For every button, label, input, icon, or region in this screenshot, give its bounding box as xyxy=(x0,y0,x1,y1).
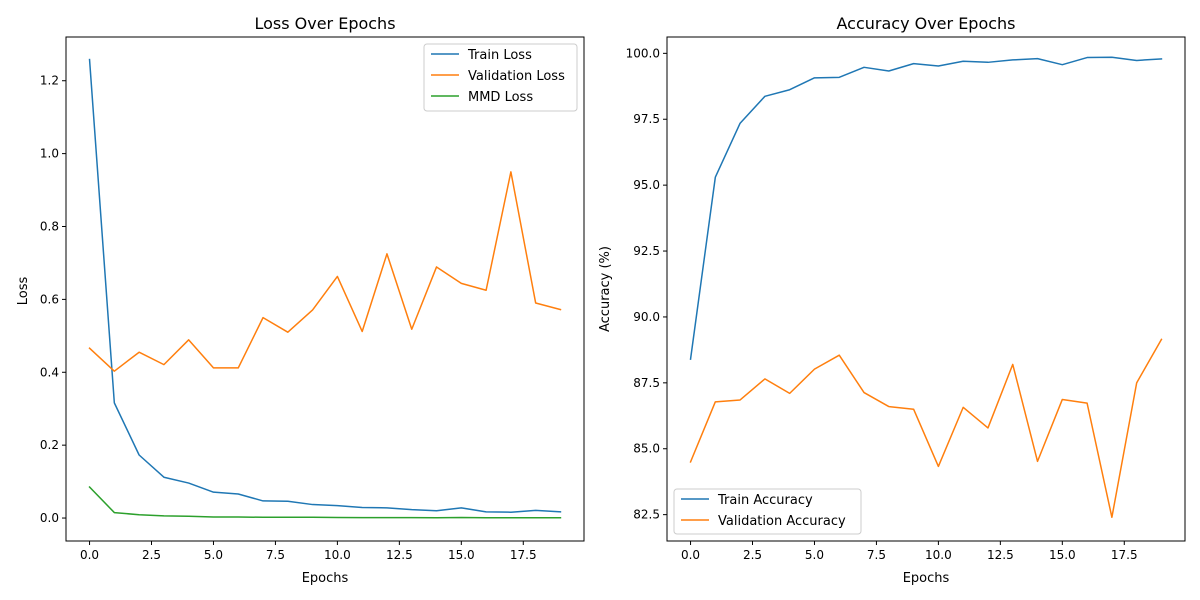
loss-chart-lines xyxy=(88,58,562,519)
accuracy-chart-legend-label-validation-accuracy: Validation Accuracy xyxy=(718,514,846,529)
loss-chart-legend-label-train-loss: Train Loss xyxy=(467,48,532,63)
loss-chart-ytick-label: 1.0 xyxy=(40,147,59,161)
accuracy-chart-ytick-label: 97.5 xyxy=(633,112,660,126)
loss-chart-xtick-label: 10.0 xyxy=(324,548,351,562)
loss-chart-ytick-label: 1.2 xyxy=(40,74,59,88)
loss-chart-legend: Train Loss Validation Loss MMD Loss xyxy=(423,43,578,112)
accuracy-chart-title: Accuracy Over Epochs xyxy=(836,14,1015,33)
accuracy-chart-xtick-label: 10.0 xyxy=(925,548,952,562)
loss-chart-ylabel: Loss xyxy=(16,277,31,306)
accuracy-chart-legend-label-train-accuracy: Train Accuracy xyxy=(717,493,813,508)
loss-chart-ytick-label: 0.2 xyxy=(40,438,59,452)
loss-chart-series-validation-loss xyxy=(88,171,562,372)
loss-chart-xtick-label: 17.5 xyxy=(510,548,537,562)
loss-chart-xtick-label: 5.0 xyxy=(204,548,223,562)
accuracy-chart-xtick-label: 17.5 xyxy=(1111,548,1138,562)
accuracy-chart-xlabel: Epochs xyxy=(903,571,950,586)
accuracy-chart-frame xyxy=(666,36,1186,542)
accuracy-chart-ytick-label: 100.0 xyxy=(626,46,660,60)
accuracy-chart-ylabel: Accuracy (%) xyxy=(598,246,613,332)
loss-chart-title: Loss Over Epochs xyxy=(254,14,395,33)
loss-chart-frame xyxy=(65,36,585,542)
loss-chart-series-mmd-loss xyxy=(88,486,562,519)
accuracy-chart: Accuracy Over Epochs Epochs Accuracy (%)… xyxy=(598,14,1186,586)
loss-chart: Loss Over Epochs Epochs Loss 0.0 2.5 5.0 7.… xyxy=(16,14,585,586)
loss-chart-xtick-label: 7.5 xyxy=(266,548,285,562)
loss-chart-ytick-label: 0.0 xyxy=(40,511,59,525)
accuracy-chart-ytick-label: 92.5 xyxy=(633,244,660,258)
accuracy-chart-ytick-label: 95.0 xyxy=(633,178,660,192)
loss-chart-xtick-label: 12.5 xyxy=(386,548,413,562)
accuracy-chart-xtick-label: 2.5 xyxy=(743,548,762,562)
loss-chart-series-train-loss xyxy=(88,58,562,513)
loss-chart-legend-box xyxy=(423,43,578,112)
accuracy-chart-ytick-label: 82.5 xyxy=(633,508,660,522)
accuracy-chart-ytick-label: 85.0 xyxy=(633,442,660,456)
loss-chart-xlabel: Epochs xyxy=(302,571,349,586)
loss-chart-legend-label-validation-loss: Validation Loss xyxy=(468,69,565,84)
accuracy-chart-xtick-label: 12.5 xyxy=(987,548,1014,562)
accuracy-chart-xtick-label: 7.5 xyxy=(867,548,886,562)
loss-chart-xtick-label: 0.0 xyxy=(80,548,99,562)
loss-chart-legend-label-mmd-loss: MMD Loss xyxy=(468,90,533,105)
loss-chart-xtick-label: 15.0 xyxy=(448,548,475,562)
accuracy-chart-ytick-label: 87.5 xyxy=(633,376,660,390)
accuracy-chart-xtick-label: 15.0 xyxy=(1049,548,1076,562)
loss-chart-ytick-label: 0.4 xyxy=(40,365,59,379)
accuracy-chart-ytick-label: 90.0 xyxy=(633,310,660,324)
accuracy-chart-xtick-label: 0.0 xyxy=(681,548,700,562)
accuracy-chart-legend: Train Accuracy Validation Accuracy xyxy=(673,488,862,535)
loss-chart-xtick-label: 2.5 xyxy=(142,548,161,562)
loss-chart-ytick-label: 0.6 xyxy=(40,292,59,306)
accuracy-chart-legend-box xyxy=(673,488,862,535)
accuracy-chart-lines xyxy=(689,56,1163,519)
accuracy-chart-ticks: 0.0 2.5 5.0 7.5 10.0 12.5 15.0 17.5 82.5 85.0 87.5… xyxy=(626,46,1138,562)
accuracy-chart-xtick-label: 5.0 xyxy=(805,548,824,562)
loss-chart-ytick-label: 0.8 xyxy=(40,220,59,234)
loss-chart-ticks: 0.0 2.5 5.0 7.5 10.0 12.5 15.0 17.5 0.0 0.2 0.4 0.6… xyxy=(40,74,537,562)
accuracy-chart-series-train-accuracy xyxy=(689,56,1163,360)
accuracy-chart-series-validation-accuracy xyxy=(689,338,1163,519)
